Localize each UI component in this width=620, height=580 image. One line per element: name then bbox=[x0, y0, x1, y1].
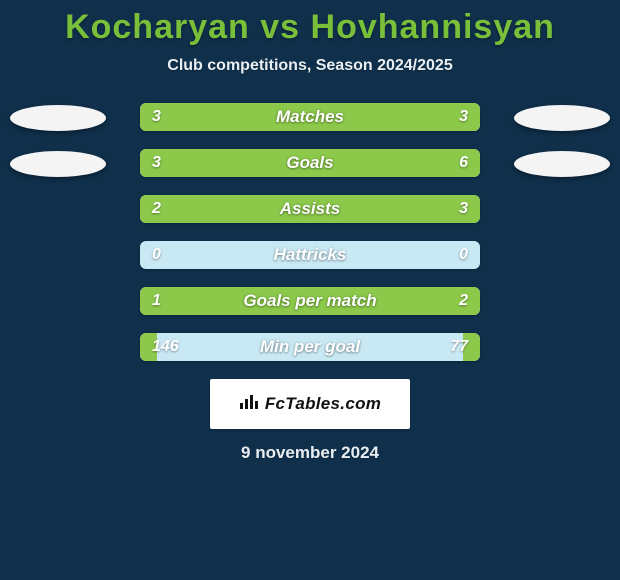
stat-value-right: 2 bbox=[459, 287, 468, 315]
player-badge-left bbox=[10, 151, 106, 177]
page-subtitle: Club competitions, Season 2024/2025 bbox=[0, 57, 620, 75]
date-text: 9 november 2024 bbox=[0, 443, 620, 463]
stat-bar-left-fill bbox=[140, 103, 310, 131]
stat-bar-matches: 33Matches bbox=[140, 103, 480, 131]
stat-label: Hattricks bbox=[140, 241, 480, 269]
stat-bar-right-fill bbox=[242, 149, 480, 177]
brand-text: FcTables.com bbox=[265, 394, 381, 414]
stat-value-right: 77 bbox=[450, 333, 468, 361]
stat-row-matches: 33Matches bbox=[0, 103, 620, 131]
stat-row-min_per_goal: 146 77Min per goal bbox=[0, 333, 620, 361]
stat-bar-hattricks: 0 0Hattricks bbox=[140, 241, 480, 269]
stats-chart: 33Matches36Goals23Assists00Hattricks12Go… bbox=[0, 103, 620, 361]
stat-row-goals: 36Goals bbox=[0, 149, 620, 177]
stat-value-right: 0 bbox=[459, 241, 468, 269]
stat-bar-right-fill bbox=[242, 287, 480, 315]
stat-value-right: 3 bbox=[459, 103, 468, 131]
stat-value-left: 2 bbox=[152, 195, 161, 223]
comparison-card: Kocharyan vs Hovhannisyan Club competiti… bbox=[0, 0, 620, 580]
stat-bar-min_per_goal: 146 77Min per goal bbox=[140, 333, 480, 361]
stat-value-left: 146 bbox=[152, 333, 179, 361]
player-badge-right bbox=[514, 105, 610, 131]
stat-label: Min per goal bbox=[140, 333, 480, 361]
page-title: Kocharyan vs Hovhannisyan bbox=[0, 0, 620, 47]
brand-badge: FcTables.com bbox=[210, 379, 410, 429]
stat-value-left: 3 bbox=[152, 149, 161, 177]
stat-row-assists: 23Assists bbox=[0, 195, 620, 223]
stat-bar-goals_per_match: 12Goals per match bbox=[140, 287, 480, 315]
stat-row-hattricks: 0 0Hattricks bbox=[0, 241, 620, 269]
stat-value-left: 1 bbox=[152, 287, 161, 315]
stat-bar-goals: 36Goals bbox=[140, 149, 480, 177]
stat-bar-assists: 23Assists bbox=[140, 195, 480, 223]
stat-value-right: 3 bbox=[459, 195, 468, 223]
bars-icon bbox=[239, 394, 259, 415]
stat-value-right: 6 bbox=[459, 149, 468, 177]
player-badge-left bbox=[10, 105, 106, 131]
player-badge-right bbox=[514, 151, 610, 177]
stat-bar-right-fill bbox=[276, 195, 480, 223]
stat-bar-right-fill bbox=[310, 103, 480, 131]
stat-value-left: 0 bbox=[152, 241, 161, 269]
stat-value-left: 3 bbox=[152, 103, 161, 131]
stat-row-goals_per_match: 12Goals per match bbox=[0, 287, 620, 315]
